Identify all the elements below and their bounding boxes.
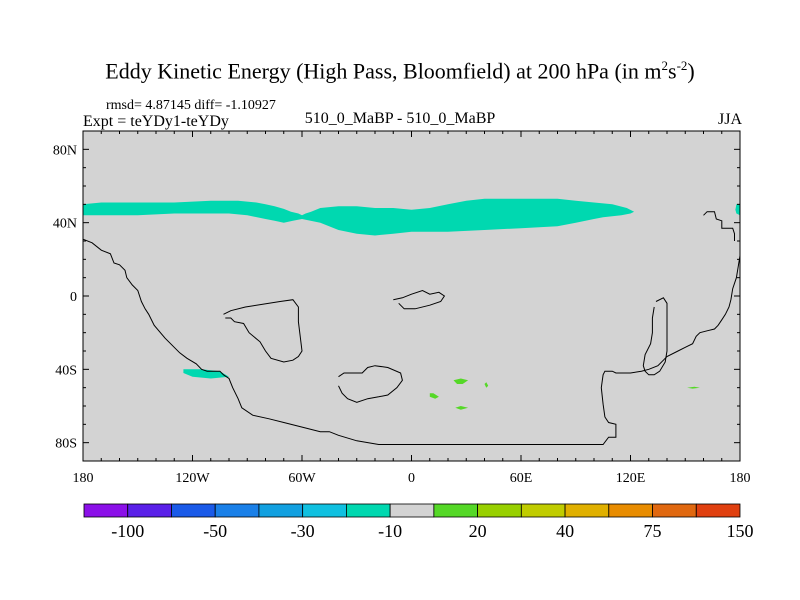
colorbar-label: -30: [291, 521, 315, 541]
x-tick-label: 0: [408, 471, 415, 486]
colorbar-label: 20: [469, 521, 487, 541]
colorbar-swatch: [477, 503, 522, 518]
x-tick-label: 60E: [510, 471, 533, 486]
colorbar-swatch: [652, 503, 697, 518]
colorbar-swatch: [258, 503, 304, 518]
colorbar-swatch: [608, 503, 653, 518]
colorbar-swatch: [389, 503, 435, 518]
coastline-4: [642, 297, 668, 376]
x-tick-label: 180: [73, 471, 94, 486]
colorbar-swatch: [83, 503, 129, 518]
shaded-region-7: [687, 386, 700, 389]
chart-title: Eddy Kinetic Energy (High Pass, Bloomfie…: [105, 58, 695, 84]
shaded-region-0: [83, 198, 635, 236]
colorbar-label: -100: [111, 521, 144, 541]
shaded-region-3: [429, 393, 439, 399]
colorbar-label: 40: [556, 521, 574, 541]
y-tick-label: 40N: [53, 217, 77, 232]
y-tick-label: 0: [70, 290, 77, 305]
colorbar-swatch: [127, 503, 172, 518]
stats-line: rmsd= 4.87145 diff= -1.10927: [106, 98, 276, 113]
x-tick-label: 120E: [616, 471, 646, 486]
coastline-2: [223, 299, 303, 363]
experiment-name: 510_0_MaBP - 510_0_MaBP: [304, 110, 496, 127]
x-tick-label: 180: [730, 471, 751, 486]
coastline-1: [338, 365, 403, 403]
y-tick-label: 80S: [55, 437, 77, 452]
colorbar-swatch: [302, 503, 347, 518]
shaded-region-1: [735, 204, 740, 216]
x-tick-label: 120W: [175, 471, 210, 486]
colorbar-swatch: [433, 503, 479, 518]
season-label: JJA: [717, 111, 742, 128]
coastline-5: [703, 211, 735, 241]
shaded-region-6: [484, 382, 489, 388]
colorbar-swatch: [214, 503, 260, 518]
colorbar-swatch: [345, 503, 391, 518]
colorbar-swatch: [564, 503, 610, 518]
plot-area: [83, 131, 740, 461]
colorbar-swatch: [171, 503, 216, 518]
colorbar-label: 75: [644, 521, 662, 541]
colorbar-label: 150: [727, 521, 754, 541]
coastline-3: [393, 289, 446, 310]
colorbar-swatch: [695, 503, 741, 518]
coastline-0: [82, 238, 741, 445]
colorbar-label: -50: [203, 521, 227, 541]
experiment-label: Expt = teYDy1-teYDy: [83, 113, 229, 130]
colorbar-label: -10: [378, 521, 402, 541]
shaded-region-5: [455, 406, 469, 410]
shaded-region-4: [453, 378, 469, 384]
x-tick-label: 60W: [288, 471, 316, 486]
colorbar-swatch: [520, 503, 566, 518]
y-tick-label: 80N: [53, 143, 77, 158]
y-tick-label: 40S: [55, 363, 77, 378]
